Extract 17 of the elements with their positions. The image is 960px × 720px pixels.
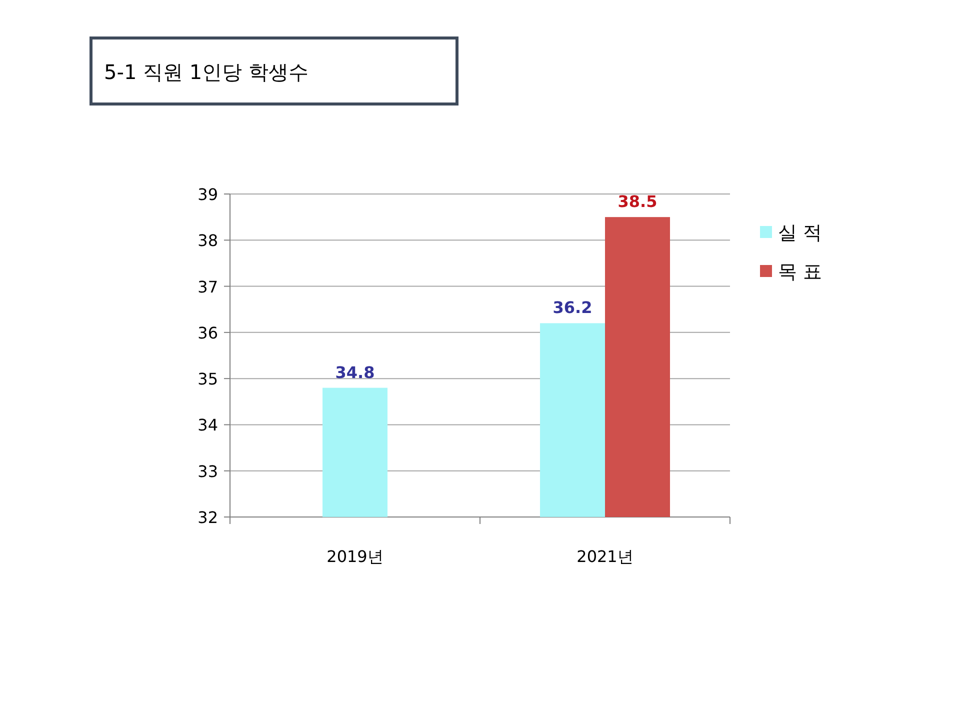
y-tick-label: 38: [198, 231, 218, 250]
chart-title: 5-1 직원 1인당 학생수: [104, 60, 308, 84]
y-tick-label: 36: [198, 323, 218, 342]
legend-label: 실 적: [778, 222, 822, 244]
y-tick-label: 35: [198, 370, 218, 389]
title: 5-1 직원 1인당 학생수: [90, 36, 458, 106]
legend-label: 목 표: [778, 261, 822, 283]
y-tick-label: 37: [198, 277, 218, 296]
y-tick-label: 34: [198, 416, 218, 435]
y-tick-label: 39: [198, 185, 218, 204]
data-label: 34.8: [335, 362, 375, 382]
data-label: 36.2: [552, 298, 592, 318]
x-tick-label: 2021년: [576, 547, 634, 566]
x-tick-label: 2019년: [326, 547, 384, 566]
y-tick-label: 33: [198, 462, 218, 481]
data-label: 38.5: [618, 192, 658, 212]
y-tick-label: 32: [198, 508, 218, 527]
